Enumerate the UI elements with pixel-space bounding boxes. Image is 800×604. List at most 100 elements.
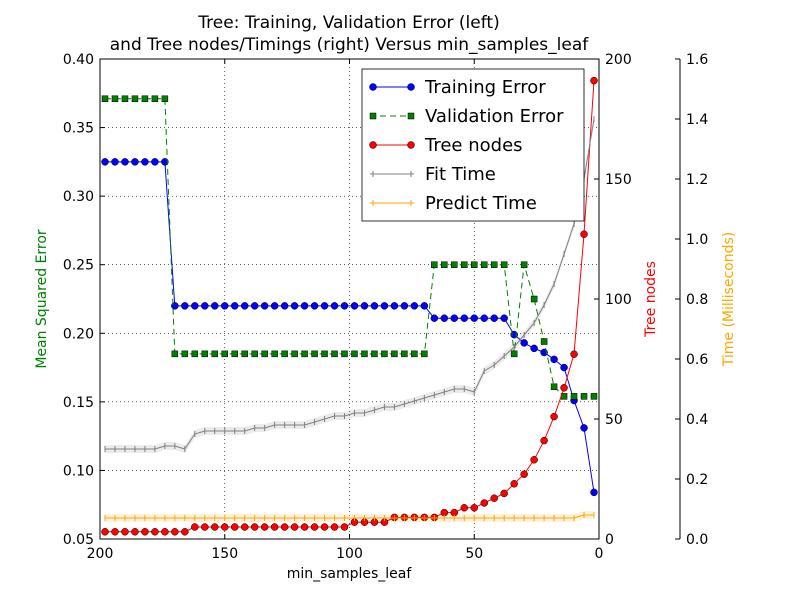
legend-validation-error-marker xyxy=(407,112,415,120)
tree-nodes-point xyxy=(191,523,199,531)
tree-nodes-point xyxy=(151,528,159,536)
validation-error-point xyxy=(381,350,388,358)
y-tree-nodes-tick-label: 50 xyxy=(605,412,623,428)
y-left-tick-label: 0.20 xyxy=(63,326,94,342)
tree-nodes-point xyxy=(260,523,269,531)
validation-error-point xyxy=(471,261,478,268)
tree-nodes-point xyxy=(201,523,209,531)
validation-error-point xyxy=(251,350,258,358)
training-error-point xyxy=(260,302,269,310)
tree-nodes-point xyxy=(560,384,568,392)
training-error-point xyxy=(420,302,429,310)
training-error-point xyxy=(340,302,349,310)
tree-nodes-point xyxy=(171,528,179,536)
training-error-point xyxy=(410,302,419,310)
legend-predict-time-label: Predict Time xyxy=(425,193,537,214)
training-error-point xyxy=(390,302,399,310)
validation-error-point xyxy=(510,350,518,358)
training-error-point xyxy=(290,302,299,310)
validation-error-point xyxy=(580,393,588,400)
training-error-point xyxy=(350,302,359,310)
y-left-tick-label: 0.25 xyxy=(63,258,94,274)
y-axis-label-left: Mean Squared Error xyxy=(34,229,50,369)
training-error-point xyxy=(490,314,498,322)
y-time-tick-label: 1.6 xyxy=(686,52,708,68)
tree-nodes-point xyxy=(131,528,139,536)
x-tick-label: 50 xyxy=(465,546,483,562)
validation-error-point xyxy=(540,338,548,345)
training-error-point xyxy=(590,488,598,497)
tree-nodes-point xyxy=(520,470,528,478)
validation-error-point xyxy=(101,95,109,103)
tree-nodes-point xyxy=(230,523,239,531)
training-error-point xyxy=(450,314,459,322)
legend-validation-error-marker xyxy=(369,112,377,120)
tree-nodes-point xyxy=(101,528,109,536)
x-tick-label: 0 xyxy=(595,546,604,562)
tree-nodes-point xyxy=(340,523,349,531)
training-error-point xyxy=(280,302,289,310)
validation-error-point xyxy=(391,350,398,358)
x-axis-label: min_samples_leaf xyxy=(287,566,413,582)
validation-error-point xyxy=(550,383,558,391)
validation-error-point xyxy=(161,95,169,103)
validation-error-point xyxy=(500,261,508,268)
validation-error-point xyxy=(480,261,488,268)
validation-error-point xyxy=(201,350,209,358)
validation-error-point xyxy=(111,95,119,103)
validation-error-point xyxy=(331,350,338,358)
y-left-tick-label: 0.40 xyxy=(63,52,94,68)
y-time-tick-label: 0.0 xyxy=(686,532,708,548)
y-time-tick-label: 0.8 xyxy=(686,292,708,308)
legend-training-error-label: Training Error xyxy=(424,77,546,98)
training-error-point xyxy=(400,302,409,310)
tree-nodes-point xyxy=(250,523,259,531)
y-tree-nodes-tick-label: 100 xyxy=(605,292,632,308)
validation-error-point xyxy=(191,350,199,358)
validation-error-point xyxy=(461,261,468,268)
training-error-point xyxy=(300,302,309,310)
plot-layer: 200 150 100 50 00.050.100.150.200.250.300.35… xyxy=(63,52,709,562)
training-error-point xyxy=(181,302,189,310)
tree-nodes-point xyxy=(480,499,488,507)
validation-error-point xyxy=(441,261,448,268)
validation-error-point xyxy=(151,95,159,103)
training-error-point xyxy=(550,355,558,364)
tree-nodes-point xyxy=(161,528,169,536)
fit-time-line xyxy=(105,118,595,450)
validation-error-point xyxy=(171,350,179,358)
training-error-point xyxy=(270,302,279,310)
validation-error-point xyxy=(351,350,358,358)
training-error-point xyxy=(460,314,469,322)
y-tree-nodes-tick-label: 150 xyxy=(605,172,632,188)
predict-time-line xyxy=(105,514,594,519)
tree-nodes-point xyxy=(141,528,149,536)
tree-nodes-point xyxy=(121,528,129,536)
validation-error-point xyxy=(520,261,528,268)
training-error-point xyxy=(101,158,109,166)
tree-nodes-point xyxy=(580,230,588,238)
y-left-tick-label: 0.15 xyxy=(63,395,94,411)
y-time-tick-label: 0.4 xyxy=(686,412,708,428)
validation-error-point xyxy=(281,350,288,358)
validation-error-point xyxy=(131,95,139,103)
tree-nodes-point xyxy=(181,528,189,536)
training-error-point xyxy=(310,302,319,310)
tree-nodes-point xyxy=(300,523,309,531)
tree-nodes-point xyxy=(310,523,319,531)
training-error-point xyxy=(530,344,538,353)
y-left-tick-label: 0.05 xyxy=(63,532,94,548)
legend-validation-error-label: Validation Error xyxy=(425,106,564,127)
y-time-tick-label: 1.4 xyxy=(686,112,708,128)
x-tick-label: 200 xyxy=(87,546,114,562)
training-error-point xyxy=(221,302,229,310)
training-error-point xyxy=(520,339,528,347)
legend-tree-nodes-marker xyxy=(407,141,415,149)
tree-nodes-point xyxy=(111,528,119,536)
training-error-point xyxy=(121,158,129,166)
validation-error-point xyxy=(261,350,268,358)
tree-nodes-point xyxy=(211,523,219,531)
training-error-point xyxy=(560,363,568,372)
tree-nodes-point xyxy=(280,523,289,531)
